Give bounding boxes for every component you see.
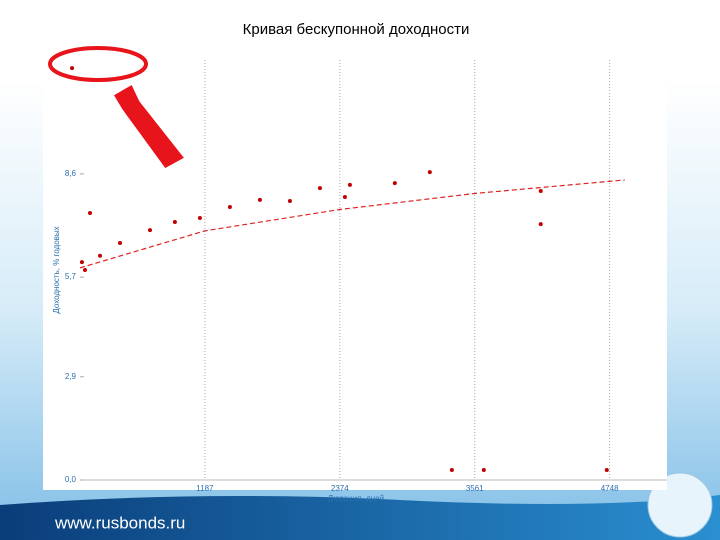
point [172, 219, 177, 224]
point [449, 468, 454, 473]
point [481, 468, 486, 473]
point [342, 195, 347, 200]
highlight-arrow [111, 82, 187, 170]
point [287, 198, 292, 203]
point [347, 182, 352, 187]
point [538, 222, 543, 227]
footer-url: www.rusbonds.ru [54, 513, 185, 532]
point [88, 211, 93, 216]
y-axis-label: Доходность, % годовых [52, 226, 61, 313]
y-tick-label: 0,0 [65, 475, 77, 484]
point [317, 186, 322, 191]
y-tick-label: 8,6 [65, 169, 77, 178]
y-tick-label: 5,7 [65, 272, 77, 281]
footer-wave [0, 495, 720, 540]
chart-title: Кривая бескупонной доходности [243, 21, 470, 38]
point [257, 197, 262, 202]
point [70, 66, 75, 71]
point [427, 170, 432, 175]
x-axis-label: Дюрация, дней [328, 494, 384, 503]
point [538, 188, 543, 193]
x-tick-label: 1187 [196, 484, 214, 493]
y-tick-label: 2,9 [65, 372, 77, 381]
point [604, 468, 609, 473]
point [98, 253, 103, 258]
point [227, 205, 232, 209]
point [83, 268, 88, 272]
point [392, 181, 397, 186]
point [79, 260, 84, 265]
trend-line [79, 179, 625, 269]
x-tick-label: 4748 [601, 484, 619, 493]
point [148, 228, 153, 233]
x-tick-label: 2374 [331, 484, 349, 493]
point [197, 216, 202, 221]
point [118, 240, 123, 245]
x-tick-label: 3561 [466, 484, 484, 493]
highlight-circle [48, 46, 148, 82]
